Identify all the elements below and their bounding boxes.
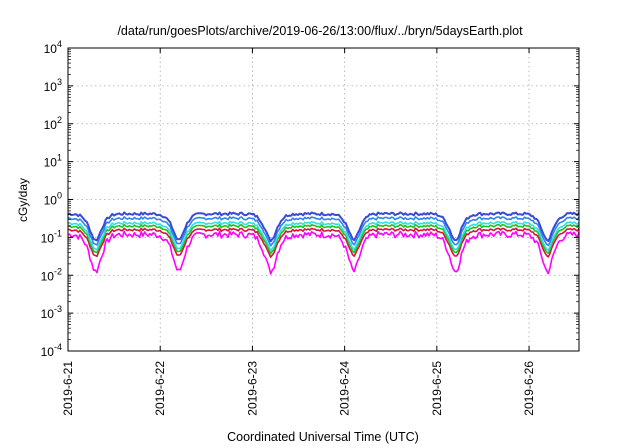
series-line [67, 223, 580, 255]
y-tick-label: 10-1 [41, 228, 62, 245]
series-line [67, 216, 580, 247]
x-tick-label: 2019-6-25 [430, 361, 444, 416]
series-line [67, 227, 580, 258]
x-tick-label: 2019-6-24 [338, 361, 352, 416]
y-axis-label: cGy/day [16, 178, 30, 222]
y-tick-label: 10-2 [41, 266, 62, 283]
x-tick-label: 2019-6-26 [522, 361, 536, 416]
grid [68, 48, 579, 351]
x-axis: 2019-6-21 2019-6-22 2019-6-23 2019-6-24 2019… [61, 48, 536, 416]
y-tick-label: 102 [44, 115, 62, 132]
y-axis: 10-4 10-3 10-2 10-1 100 101 102 103 104 [41, 39, 579, 359]
series-group [67, 211, 580, 275]
y-tick-label: 10-3 [41, 304, 62, 321]
series-line [67, 230, 580, 275]
series-line [67, 220, 580, 252]
x-tick-label: 2019-6-23 [245, 361, 259, 416]
y-tick-label: 103 [44, 77, 62, 94]
y-tick-label: 104 [44, 39, 62, 56]
x-tick-label: 2019-6-21 [61, 361, 75, 416]
y-tick-label: 100 [44, 191, 62, 208]
y-tick-label: 101 [44, 153, 62, 170]
x-tick-label: 2019-6-22 [153, 361, 167, 416]
y-tick-label: 10-4 [41, 342, 62, 359]
series-line [67, 211, 580, 243]
x-axis-label: Coordinated Universal Time (UTC) [227, 430, 419, 444]
chart-title: /data/run/goesPlots/archive/2019-06-26/1… [117, 24, 523, 38]
